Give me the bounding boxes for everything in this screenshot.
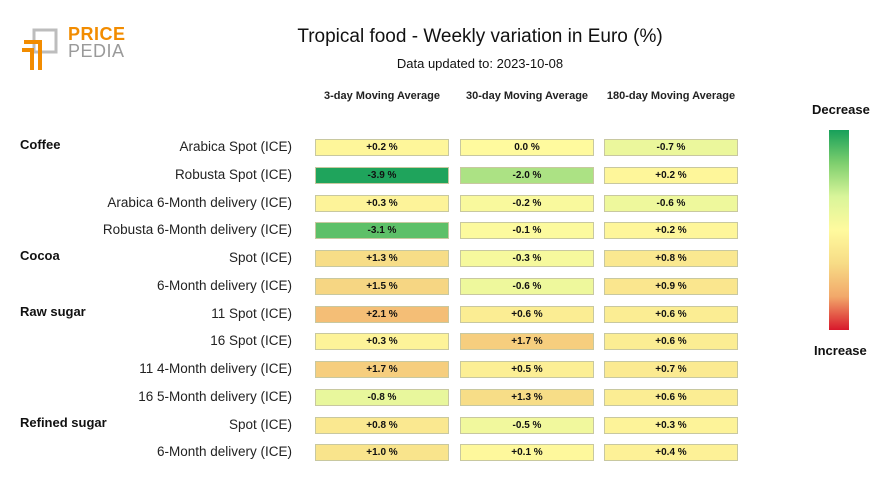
heatmap-cell: +1.7 % xyxy=(315,361,449,378)
group-label: Coffee xyxy=(20,137,61,152)
row-label: 11 Spot (ICE) xyxy=(211,305,292,321)
heatmap-cell: +0.2 % xyxy=(604,166,738,184)
pricepedia-logo: PRICE PEDIA xyxy=(20,24,130,74)
heatmap-cell: +0.3 % xyxy=(315,194,449,212)
heatmap-cell: +2.1 % xyxy=(315,305,449,323)
heatmap-cell: +1.3 % xyxy=(460,388,594,406)
chart-subtitle: Data updated to: 2023-10-08 xyxy=(396,56,564,71)
heatmap-cell: +0.3 % xyxy=(604,416,738,434)
column-header-30-day: 30-day Moving Average xyxy=(465,90,589,102)
row-label: 16 Spot (ICE) xyxy=(210,333,292,349)
heatmap-cell: +0.6 % xyxy=(604,333,738,351)
heatmap-cell: -2.0 % xyxy=(460,166,594,184)
heatmap-cell: -3.9 % xyxy=(315,166,449,184)
heatmap-cell: +0.2 % xyxy=(315,139,449,156)
row-label: Robusta 6-Month delivery (ICE) xyxy=(102,222,292,238)
heatmap-cell: -0.8 % xyxy=(315,388,449,406)
heatmap-cell: +1.5 % xyxy=(315,277,449,295)
heatmap-cell: -0.6 % xyxy=(604,194,738,212)
column-header-3-day: 3-day Moving Average xyxy=(324,90,440,102)
heatmap-cell: +0.6 % xyxy=(604,388,738,406)
heatmap-cell: +0.2 % xyxy=(604,222,738,240)
group-label: Raw sugar xyxy=(20,303,86,319)
heatmap-cell: +1.7 % xyxy=(460,333,594,351)
heatmap-cell: +1.0 % xyxy=(315,444,449,462)
heatmap-cell: +0.6 % xyxy=(460,305,594,323)
row-label: 16 5-Month delivery (ICE) xyxy=(138,388,292,404)
heatmap-cell: -0.6 % xyxy=(460,277,594,295)
group-label: Cocoa xyxy=(20,248,60,263)
pricepedia-logo-icon xyxy=(22,28,58,70)
legend-decrease-label: Decrease xyxy=(812,102,870,117)
heatmap-cell: +0.6 % xyxy=(604,305,738,323)
row-label: Robusta Spot (ICE) xyxy=(174,166,292,182)
heatmap-cell: -0.1 % xyxy=(460,222,594,240)
heatmap-cell: +0.3 % xyxy=(315,333,449,351)
legend-increase-label: Increase xyxy=(814,343,867,358)
heatmap-cell: +0.9 % xyxy=(604,277,738,295)
column-header-180-day: 180-day Moving Average xyxy=(606,90,736,102)
heatmap-cell: +0.4 % xyxy=(604,444,738,462)
heatmap-cell: +0.8 % xyxy=(315,416,449,434)
heatmap-cell: -0.7 % xyxy=(604,139,738,156)
heatmap-cell: +0.8 % xyxy=(604,250,738,267)
row-label: 11 4-Month delivery (ICE) xyxy=(139,361,292,376)
logo-text-price: PRICE xyxy=(68,24,126,44)
heatmap-cell: +0.7 % xyxy=(604,361,738,378)
heatmap-cell: +0.5 % xyxy=(460,361,594,378)
heatmap-cell: 0.0 % xyxy=(460,139,594,156)
row-label: Arabica Spot (ICE) xyxy=(179,139,292,154)
heatmap-cell: -0.2 % xyxy=(460,194,594,212)
group-label: Refined sugar xyxy=(20,414,107,430)
row-label: 6-Month delivery (ICE) xyxy=(156,277,292,293)
row-label: Spot (ICE) xyxy=(228,250,292,265)
heatmap-cell: -0.3 % xyxy=(460,250,594,267)
heatmap-cell: -3.1 % xyxy=(315,222,449,240)
heatmap-cell: +1.3 % xyxy=(315,250,449,267)
chart-title: Tropical food - Weekly variation in Euro… xyxy=(297,26,663,47)
heatmap-cell: -0.5 % xyxy=(460,416,594,434)
heatmap-cell: +0.1 % xyxy=(460,444,594,462)
color-scale-bar xyxy=(829,130,849,330)
row-label: Spot (ICE) xyxy=(228,416,292,432)
row-label: 6-Month delivery (ICE) xyxy=(156,444,292,460)
row-label: Arabica 6-Month delivery (ICE) xyxy=(107,194,292,210)
logo-text-pedia: PEDIA xyxy=(68,41,125,61)
